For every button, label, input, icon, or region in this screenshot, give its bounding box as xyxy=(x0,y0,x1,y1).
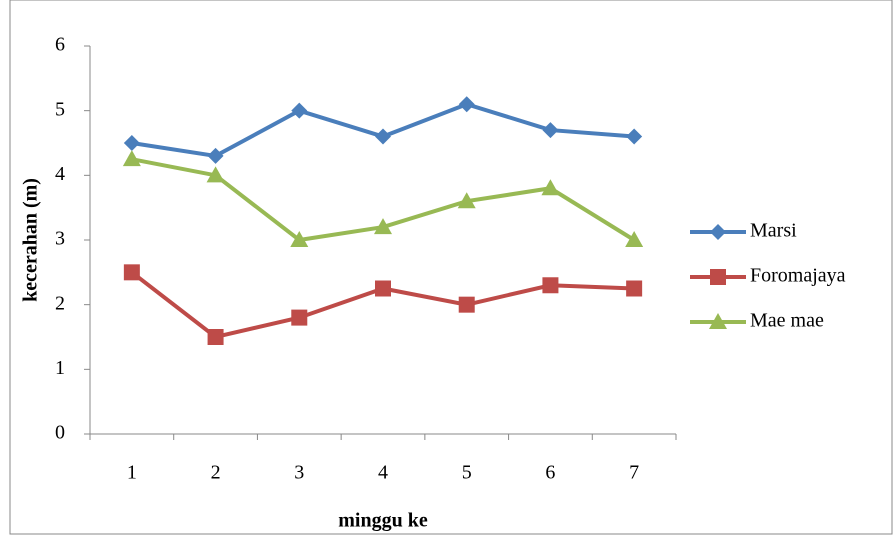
legend-label: Marsi xyxy=(750,220,797,242)
x-axis-label: minggu ke xyxy=(338,510,428,532)
marker xyxy=(291,102,308,119)
legend-label: Foromajaya xyxy=(750,265,846,287)
marker xyxy=(123,135,140,151)
marker xyxy=(458,296,475,313)
marker xyxy=(542,277,559,294)
chart-frame xyxy=(9,0,893,535)
legend-label: Mae mae xyxy=(750,310,824,332)
marker xyxy=(458,96,475,113)
marker xyxy=(207,329,224,345)
marker xyxy=(122,150,141,167)
y-tick-label: 2 xyxy=(55,292,65,314)
x-tick-label: 4 xyxy=(378,462,388,484)
marker xyxy=(290,231,309,247)
marker xyxy=(374,218,392,235)
marker xyxy=(710,224,726,240)
marker xyxy=(541,179,560,196)
y-tick-label: 3 xyxy=(55,228,65,250)
marker xyxy=(626,128,643,145)
marker xyxy=(375,128,391,145)
y-tick-label: 5 xyxy=(55,98,65,120)
x-tick-label: 7 xyxy=(629,462,639,484)
y-axis-label: kecerahan (m) xyxy=(20,178,42,302)
marker xyxy=(457,192,476,209)
x-tick-label: 3 xyxy=(294,462,304,484)
marker xyxy=(206,166,225,183)
y-tick-label: 0 xyxy=(55,422,65,444)
y-tick-label: 6 xyxy=(55,34,65,56)
marker xyxy=(291,309,308,326)
marker xyxy=(207,147,224,164)
marker xyxy=(625,231,644,247)
x-tick-label: 2 xyxy=(211,462,221,484)
marker xyxy=(710,269,726,285)
marker xyxy=(375,280,391,297)
x-tick-label: 5 xyxy=(462,462,472,484)
marker xyxy=(123,264,140,281)
marker xyxy=(626,280,643,297)
x-tick-label: 1 xyxy=(127,462,137,484)
y-tick-label: 1 xyxy=(55,357,65,379)
marker xyxy=(709,313,727,329)
marker xyxy=(542,122,559,139)
x-tick-label: 6 xyxy=(545,462,555,484)
y-tick-label: 4 xyxy=(55,163,65,185)
